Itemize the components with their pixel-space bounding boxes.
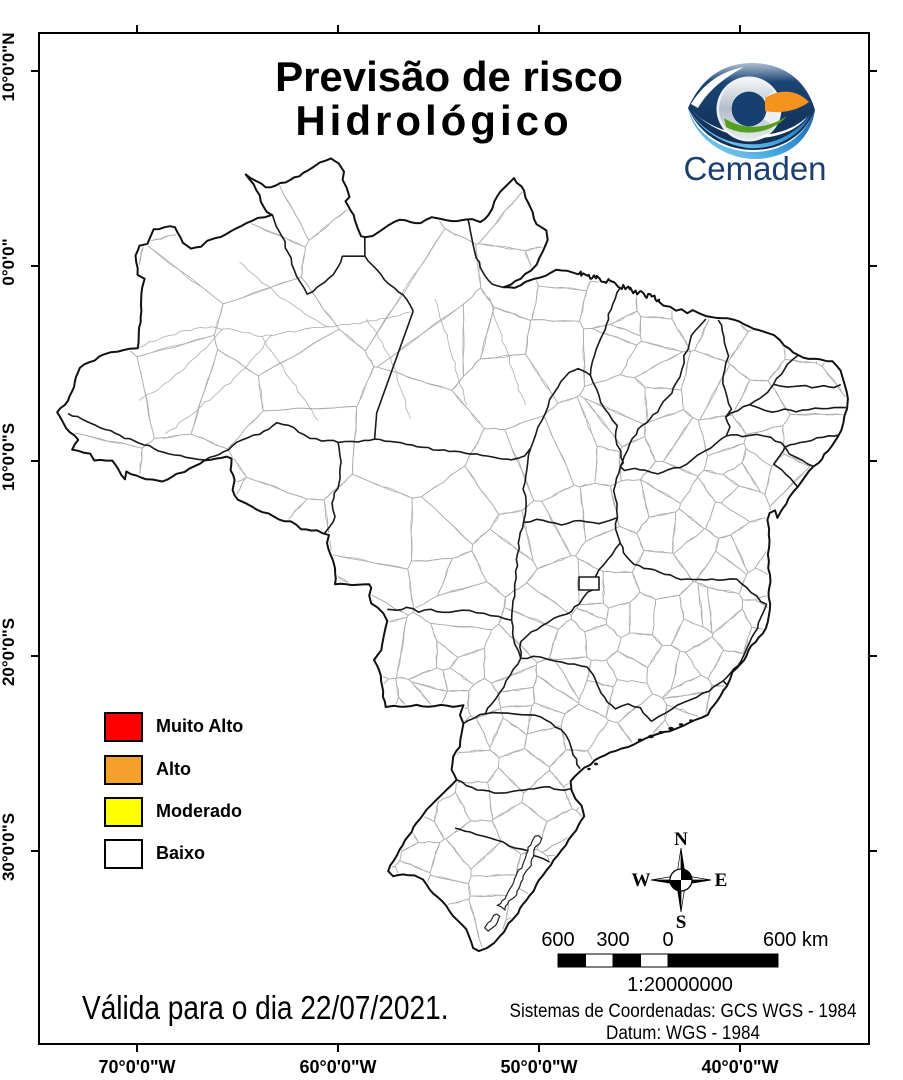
svg-text:N: N	[674, 832, 688, 850]
svg-text:E: E	[715, 870, 728, 891]
svg-text:S: S	[676, 912, 687, 932]
svg-text:Cemaden: Cemaden	[683, 150, 826, 187]
svg-text:W: W	[632, 870, 651, 891]
